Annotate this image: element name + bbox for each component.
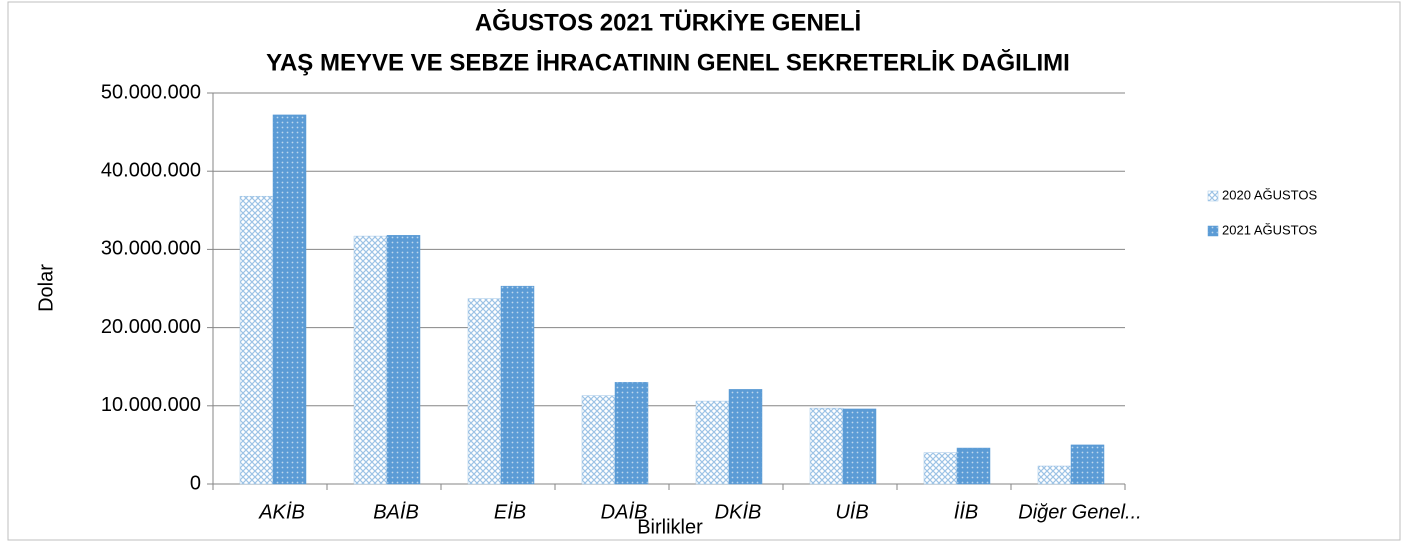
bar bbox=[956, 447, 991, 485]
bar bbox=[467, 298, 502, 485]
bar bbox=[353, 235, 388, 485]
y-tick-label: 20.000.000 bbox=[101, 316, 201, 338]
x-tick-label: BAİB bbox=[373, 501, 419, 523]
x-tick-label: DAİB bbox=[601, 501, 648, 523]
x-tick-label: İİB bbox=[954, 501, 978, 523]
bar bbox=[923, 452, 958, 485]
bar bbox=[695, 400, 730, 485]
y-tick-label: 30.000.000 bbox=[101, 238, 201, 260]
bar bbox=[728, 389, 763, 485]
chart-title: AĞUSTOS 2021 TÜRKİYE GENELİ bbox=[475, 8, 861, 36]
bar bbox=[581, 395, 616, 485]
y-tick-label: 10.000.000 bbox=[101, 394, 201, 416]
x-axis-label: Birlikler bbox=[637, 516, 703, 538]
bar bbox=[500, 285, 535, 485]
legend-swatch bbox=[1207, 225, 1219, 237]
x-tick-label: EİB bbox=[494, 501, 526, 523]
x-tick-label: AKİB bbox=[258, 501, 305, 523]
chart-title: YAŞ MEYVE VE SEBZE İHRACATININ GENEL SEK… bbox=[266, 48, 1070, 76]
bar bbox=[1037, 465, 1072, 485]
x-tick-label: UİB bbox=[835, 501, 868, 523]
bar bbox=[614, 382, 649, 485]
x-tick-label: DKİB bbox=[715, 501, 762, 523]
y-tick-label: 40.000.000 bbox=[101, 159, 201, 181]
y-axis-label: Dolar bbox=[35, 264, 57, 312]
legend-label: 2021 AĞUSTOS bbox=[1222, 222, 1317, 237]
y-tick-label: 0 bbox=[190, 472, 201, 494]
bar bbox=[272, 114, 307, 485]
bar bbox=[1070, 444, 1105, 485]
bar bbox=[842, 408, 877, 485]
legend-swatch bbox=[1207, 190, 1219, 202]
x-tick-label: Diğer Genel... bbox=[1018, 501, 1141, 523]
y-tick-label: 50.000.000 bbox=[101, 81, 201, 103]
bar bbox=[386, 235, 421, 485]
bar bbox=[809, 407, 844, 485]
bar bbox=[239, 195, 274, 485]
legend-label: 2020 AĞUSTOS bbox=[1222, 187, 1317, 202]
